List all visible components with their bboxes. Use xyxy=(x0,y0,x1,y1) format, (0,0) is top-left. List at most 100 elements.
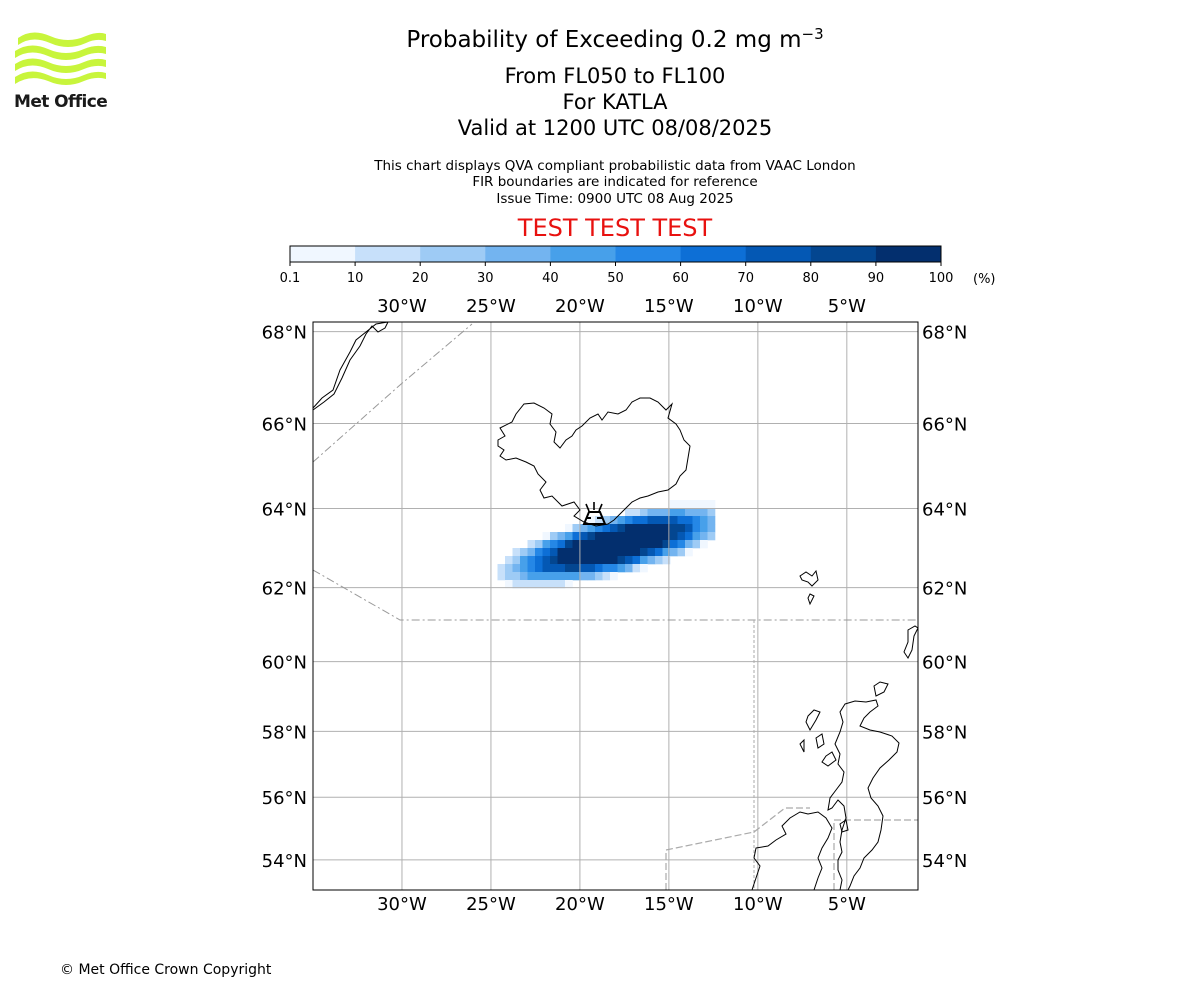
ash-probability-cell xyxy=(647,540,656,549)
ash-probability-cell xyxy=(610,564,618,573)
fir-boundary-south xyxy=(313,569,918,621)
colorbar-segment xyxy=(680,246,747,262)
lon-tick-label-bottom: 10°W xyxy=(733,894,783,915)
ash-probability-cell xyxy=(595,564,603,573)
ash-probability-cell xyxy=(692,500,701,509)
lon-tick-label-bottom: 30°W xyxy=(377,894,427,915)
ash-probability-cell xyxy=(662,532,671,541)
ash-probability-cell xyxy=(535,548,543,557)
ash-probability-cell xyxy=(610,556,618,565)
ash-probability-cell xyxy=(542,580,551,589)
subtitle-flight-levels: From FL050 to FL100 xyxy=(504,64,726,88)
ash-probability-cell xyxy=(572,532,581,541)
ash-probability-cell xyxy=(595,556,603,565)
colorbar-segment xyxy=(355,246,421,262)
lat-tick-label-right: 60°N xyxy=(922,653,967,674)
ash-probability-cell xyxy=(662,508,671,517)
ash-probability-cell xyxy=(632,532,641,541)
ash-probability-cell xyxy=(625,548,633,557)
ash-probability-cell xyxy=(707,516,716,525)
info-line-data-source: This chart displays QVA compliant probab… xyxy=(374,158,856,174)
lon-tick-label-bottom: 5°W xyxy=(828,894,866,915)
ash-probability-cell xyxy=(632,564,641,573)
ash-probability-cell xyxy=(542,564,551,573)
ash-probability-cell xyxy=(692,508,701,517)
ash-probability-cell xyxy=(602,564,611,573)
ash-probability-cell xyxy=(535,580,543,589)
ash-probability-cell xyxy=(632,556,641,565)
ash-probability-cell xyxy=(565,580,573,589)
ash-probability-cell xyxy=(685,516,693,525)
ash-probability-cell xyxy=(572,572,581,581)
ash-probability-cell xyxy=(677,540,686,549)
ash-probability-cell xyxy=(647,524,656,533)
ash-probability-cell xyxy=(647,516,656,525)
colorbar-tick-label: 80 xyxy=(803,271,820,286)
ash-probability-cell xyxy=(550,556,558,565)
ash-probability-cell xyxy=(535,572,543,581)
ash-probability-cell xyxy=(662,516,671,525)
ash-probability-cell xyxy=(625,532,633,541)
ash-probability-cell xyxy=(640,508,648,517)
ash-probability-cell xyxy=(587,540,596,549)
ash-probability-cell xyxy=(700,540,708,549)
subtitle-valid-time: Valid at 1200 UTC 08/08/2025 xyxy=(457,116,773,140)
ash-probability-cell xyxy=(632,548,641,557)
volcano-icon xyxy=(582,502,607,525)
lon-tick-label-bottom: 20°W xyxy=(555,894,605,915)
colorbar-tick-label: 0.1 xyxy=(280,271,301,286)
ash-probability-cell xyxy=(535,556,543,565)
ash-probability-cell xyxy=(662,540,671,549)
ash-probability-cell xyxy=(565,572,573,581)
ash-probability-cell xyxy=(685,532,693,541)
ash-probability-cell xyxy=(580,548,588,557)
ash-probability-cell xyxy=(557,580,566,589)
colorbar-tick-label: 40 xyxy=(542,271,559,286)
fir-boundaries xyxy=(313,323,918,890)
ash-probability-cell xyxy=(580,572,588,581)
map-panel xyxy=(312,321,919,891)
ash-probability-cell xyxy=(617,532,626,541)
ash-probability-cell xyxy=(610,524,618,533)
ash-probability-cell xyxy=(677,500,686,509)
ash-probability-cell xyxy=(557,564,566,573)
ash-probability-cell xyxy=(662,548,671,557)
ash-probability-cell xyxy=(707,500,716,509)
ash-probability-cell xyxy=(505,572,513,581)
ash-probability-cell xyxy=(595,540,603,549)
ash-probability-cell xyxy=(520,548,528,557)
ash-probability-cell xyxy=(587,564,596,573)
ash-probability-cell xyxy=(632,524,641,533)
ash-probability-cell xyxy=(610,532,618,541)
ash-probability-cell xyxy=(550,548,558,557)
axis-tick-labels: 30°W 30°W 25°W 25°W 20°W 20°W 15°W 15°W 10°W 10°W… xyxy=(262,296,968,915)
lat-tick-label-left: 62°N xyxy=(262,579,307,600)
ash-probability-cell xyxy=(655,516,663,525)
ash-probability-cell xyxy=(535,564,543,573)
ash-probability-cell xyxy=(700,532,708,541)
ash-probability-cell xyxy=(685,548,693,557)
ash-probability-cell xyxy=(640,524,648,533)
ash-probability-cell xyxy=(565,532,573,541)
ash-probability-cell xyxy=(647,532,656,541)
colorbar-segment xyxy=(420,246,486,262)
ash-probability-cell xyxy=(707,524,716,533)
coast-faroe-islands xyxy=(799,569,819,606)
ash-probability-cell xyxy=(580,532,588,541)
ash-probability-cell xyxy=(617,556,626,565)
ash-probability-cell xyxy=(497,564,506,573)
colorbar-tick-label: 10 xyxy=(347,271,364,286)
lon-tick-label-top: 15°W xyxy=(644,296,694,317)
ash-probability-cell xyxy=(512,556,521,565)
ash-probability-cell xyxy=(527,548,536,557)
ash-probability-cell xyxy=(610,572,618,581)
ash-probability-cell xyxy=(587,516,596,525)
logo-text: Met Office xyxy=(14,92,108,112)
coast-iceland xyxy=(497,397,691,527)
coast-scotland xyxy=(827,699,900,890)
colorbar-tick-label: 60 xyxy=(672,271,689,286)
ash-probability-cell xyxy=(625,516,633,525)
ash-probability-cell xyxy=(670,508,678,517)
ash-probability-cell xyxy=(595,572,603,581)
ash-probability-cell xyxy=(505,564,513,573)
